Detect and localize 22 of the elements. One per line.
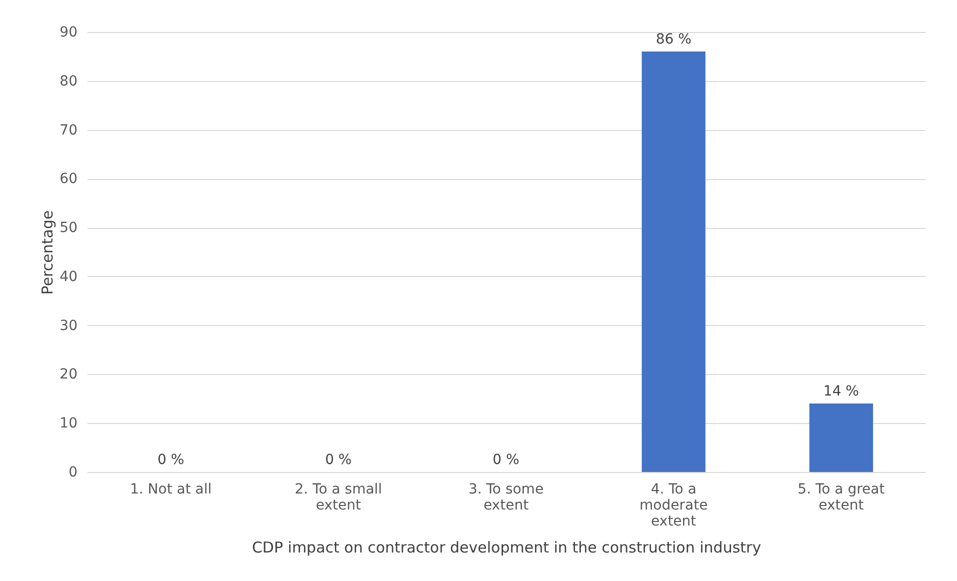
x-tick-label: 4. To a moderate extent	[640, 482, 708, 530]
y-tick-label: 70	[60, 122, 78, 138]
x-tick-label: 3. To some extent	[468, 482, 544, 514]
y-axis-title: Percentage	[38, 210, 57, 295]
y-tick-label: 80	[60, 73, 78, 90]
y-tick-label: 90	[60, 24, 78, 40]
y-tick-label: 50	[60, 220, 78, 236]
x-tick-label: 1. Not at all	[130, 482, 212, 498]
data-label: 0 %	[325, 452, 352, 468]
y-tick-label: 60	[60, 171, 78, 188]
y-tick-label: 30	[60, 318, 78, 334]
data-label: 0 %	[492, 452, 520, 468]
data-label: 86 %	[656, 32, 692, 48]
y-tick-label: 10	[60, 416, 78, 432]
data-label: 14 %	[823, 384, 859, 400]
y-tick-label: 20	[60, 366, 78, 383]
x-tick-label: 5. To a great extent	[798, 482, 886, 514]
y-tick-label: 40	[60, 268, 78, 285]
x-tick-label: 2. To a small extent	[294, 482, 382, 514]
y-tick-label: 0	[68, 464, 78, 480]
data-label: 0 %	[157, 452, 184, 468]
x-axis-title: CDP impact on contractor development in the construction industry	[252, 538, 762, 556]
